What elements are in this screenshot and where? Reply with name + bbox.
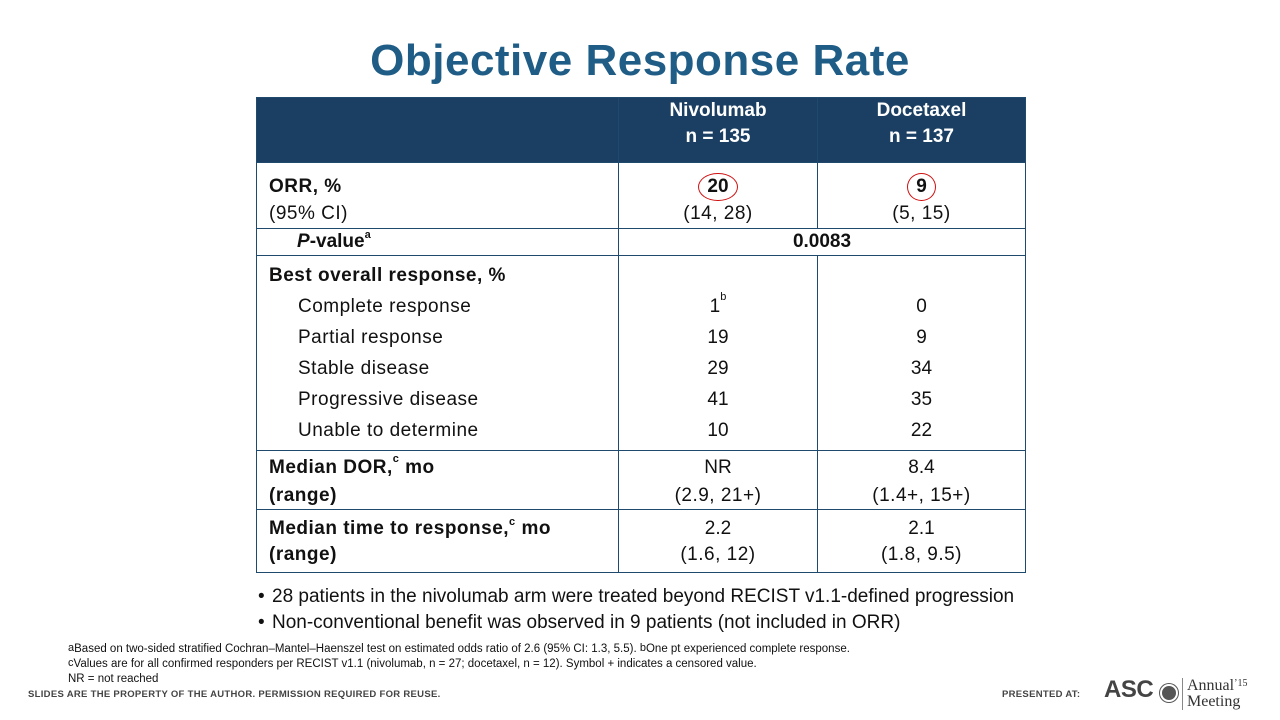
dor-label: Median DOR,c mo (269, 453, 435, 478)
bor-partial-nivo: 19 (707, 327, 729, 348)
orr-doce-ci: (5, 15) (892, 203, 951, 224)
asco-logo-mark-icon (1160, 684, 1178, 702)
bor-complete-nivo: 1b (709, 291, 727, 317)
orr-label-cell: ORR, % (95% CI) (256, 162, 619, 229)
ttr-label-cell: Median time to response,c mo (range) (256, 509, 619, 573)
header-nivolumab: Nivolumab n = 135 (618, 97, 818, 163)
bor-partial-doce: 9 (916, 327, 927, 348)
ttr-row: Median time to response,c mo (range) 2.2… (256, 509, 1026, 573)
footnote-a: aBased on two-sided stratified Cochran–M… (68, 642, 850, 655)
header-nivolumab-n: n = 135 (685, 126, 751, 147)
bor-complete-doce: 0 (916, 296, 927, 317)
ttr-label: Median time to response,c mo (269, 516, 551, 539)
dor-nivo-cell: NR (2.9, 21+) (618, 450, 818, 510)
pvalue-value: 0.0083 (618, 228, 1026, 256)
pvalue-row: P-valuea 0.0083 (256, 228, 1026, 256)
ttr-nivo-range: (1.6, 12) (680, 544, 756, 565)
bor-stable-nivo: 29 (707, 358, 729, 379)
copyright-notice: SLIDES ARE THE PROPERTY OF THE AUTHOR. P… (28, 689, 441, 700)
slide-title: Objective Response Rate (370, 36, 910, 85)
dor-doce-range: (1.4+, 15+) (872, 485, 971, 506)
bor-label-cell: Best overall response, % Complete respon… (256, 255, 619, 451)
ttr-doce-value: 2.1 (908, 518, 935, 539)
pvalue-label-cell: P-valuea (256, 228, 619, 256)
asco-logo: ASC (1104, 676, 1154, 703)
orr-nivo-cell: 20 (14, 28) (618, 162, 818, 229)
bor-partial-label: Partial response (298, 327, 444, 348)
header-nivolumab-name: Nivolumab (669, 100, 767, 121)
orr-nivo-ci: (14, 28) (683, 203, 753, 224)
bor-doce-cell: 0 9 34 35 22 (817, 255, 1026, 451)
ttr-nivo-cell: 2.2 (1.6, 12) (618, 509, 818, 573)
bor-stable-doce: 34 (910, 358, 933, 379)
header-docetaxel-n: n = 137 (889, 126, 954, 147)
presented-at-label: PRESENTED AT: (1002, 689, 1081, 700)
orr-doce-cell: 9 (5, 15) (817, 162, 1026, 229)
bor-progressive-label: Progressive disease (298, 389, 479, 410)
orr-row: ORR, % (95% CI) 20 (14, 28) 9 (5, 15) (256, 162, 1026, 229)
ttr-nivo-value: 2.2 (704, 518, 732, 539)
dor-range-label: (range) (269, 485, 337, 506)
dor-nivo-range: (2.9, 21+) (674, 485, 762, 506)
bor-stable-label: Stable disease (298, 358, 430, 379)
header-blank-cell (256, 97, 619, 163)
ttr-doce-cell: 2.1 (1.8, 9.5) (817, 509, 1026, 573)
footnote-c: cValues are for all confirmed responders… (68, 657, 757, 670)
bullet-item: • 28 patients in the nivolumab arm were t… (258, 586, 1015, 607)
bor-progressive-nivo: 41 (707, 389, 729, 410)
bor-unable-label: Unable to determine (298, 420, 479, 441)
bor-unable-nivo: 10 (707, 420, 729, 441)
annual-meeting-logo: Annual’15 Meeting (1182, 678, 1247, 710)
table-header-row: Nivolumab n = 135 Docetaxel n = 137 (256, 97, 1026, 163)
bor-row: Best overall response, % Complete respon… (256, 255, 1026, 451)
orr-doce-value: 9 (907, 173, 936, 201)
ttr-doce-range: (1.8, 9.5) (880, 544, 963, 565)
bullet-item: • Non-conventional benefit was observed i… (258, 612, 901, 633)
dor-row: Median DOR,c mo (range) NR (2.9, 21+) 8.… (256, 450, 1026, 510)
dor-doce-value: 8.4 (908, 457, 935, 478)
footnotes: aBased on two-sided stratified Cochran–M… (68, 642, 850, 687)
bor-progressive-doce: 35 (910, 389, 933, 410)
header-docetaxel: Docetaxel n = 137 (817, 97, 1026, 163)
orr-nivo-value: 20 (698, 173, 738, 201)
header-docetaxel-name: Docetaxel (876, 100, 967, 121)
orr-table: Nivolumab n = 135 Docetaxel n = 137 ORR,… (256, 97, 1026, 573)
bor-complete-label: Complete response (298, 296, 472, 317)
bullet-list: • 28 patients in the nivolumab arm were t… (258, 584, 1014, 636)
footnote-nr: NR = not reached (68, 673, 159, 685)
bor-label: Best overall response, % (269, 265, 506, 286)
pvalue-label: P-valuea (297, 229, 371, 252)
orr-ci-label: (95% CI) (269, 203, 348, 224)
dor-doce-cell: 8.4 (1.4+, 15+) (817, 450, 1026, 510)
bor-nivo-cell: 1b 19 29 41 10 (618, 255, 818, 451)
dor-nivo-value: NR (704, 457, 732, 478)
ttr-range-label: (range) (269, 544, 337, 565)
dor-label-cell: Median DOR,c mo (range) (256, 450, 619, 510)
orr-label: ORR, % (269, 176, 342, 197)
bor-unable-doce: 22 (910, 420, 933, 441)
